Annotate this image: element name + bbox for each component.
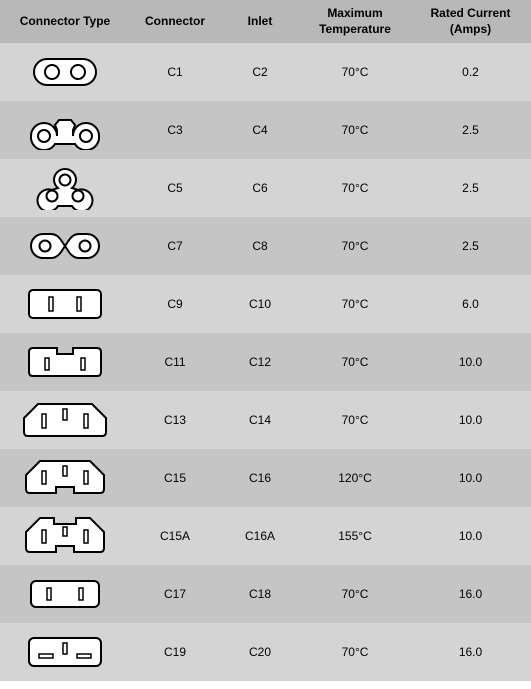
header-connector-type: Connector Type <box>0 0 130 43</box>
inlet-value: C10 <box>220 275 300 333</box>
table-row: C5C670°C2.5 <box>0 159 531 217</box>
inlet-value: C20 <box>220 623 300 681</box>
rated-current-value: 10.0 <box>410 391 531 449</box>
header-connector: Connector <box>130 0 220 43</box>
inlet-value: C6 <box>220 159 300 217</box>
max-temp-value: 70°C <box>300 623 410 681</box>
rated-current-value: 10.0 <box>410 507 531 565</box>
table-row: C1C270°C0.2 <box>0 43 531 101</box>
max-temp-value: 120°C <box>300 449 410 507</box>
connector-value: C19 <box>130 623 220 681</box>
table-row: C13C1470°C10.0 <box>0 391 531 449</box>
inlet-value: C14 <box>220 391 300 449</box>
max-temp-value: 70°C <box>300 565 410 623</box>
rated-current-value: 2.5 <box>410 159 531 217</box>
connector-c7-icon <box>0 217 130 275</box>
max-temp-value: 70°C <box>300 275 410 333</box>
table-row: C11C1270°C10.0 <box>0 333 531 391</box>
connector-value: C13 <box>130 391 220 449</box>
connector-c15a-icon <box>0 507 130 565</box>
connector-c19-icon <box>0 623 130 681</box>
connector-value: C11 <box>130 333 220 391</box>
connector-value: C17 <box>130 565 220 623</box>
connector-value: C5 <box>130 159 220 217</box>
rated-current-value: 10.0 <box>410 333 531 391</box>
table-row: C19C2070°C16.0 <box>0 623 531 681</box>
header-max-temp: MaximumTemperature <box>300 0 410 43</box>
table-row: C9C1070°C6.0 <box>0 275 531 333</box>
connector-value: C9 <box>130 275 220 333</box>
inlet-value: C8 <box>220 217 300 275</box>
inlet-value: C16A <box>220 507 300 565</box>
connector-c1-icon <box>0 43 130 101</box>
rated-current-value: 16.0 <box>410 565 531 623</box>
inlet-value: C12 <box>220 333 300 391</box>
rated-current-value: 6.0 <box>410 275 531 333</box>
rated-current-value: 0.2 <box>410 43 531 101</box>
connector-c15-icon <box>0 449 130 507</box>
inlet-value: C2 <box>220 43 300 101</box>
rated-current-value: 2.5 <box>410 101 531 159</box>
inlet-value: C16 <box>220 449 300 507</box>
max-temp-value: 155°C <box>300 507 410 565</box>
connector-c3-icon <box>0 101 130 159</box>
connector-c17-icon <box>0 565 130 623</box>
table-row: C15C16120°C10.0 <box>0 449 531 507</box>
table-row: C17C1870°C16.0 <box>0 565 531 623</box>
max-temp-value: 70°C <box>300 391 410 449</box>
table-row: C15AC16A155°C10.0 <box>0 507 531 565</box>
connector-c11-icon <box>0 333 130 391</box>
connector-c5-icon <box>0 159 130 217</box>
rated-current-value: 10.0 <box>410 449 531 507</box>
max-temp-value: 70°C <box>300 43 410 101</box>
connector-value: C1 <box>130 43 220 101</box>
header-row: Connector Type Connector Inlet MaximumTe… <box>0 0 531 43</box>
connector-table: Connector Type Connector Inlet MaximumTe… <box>0 0 531 681</box>
inlet-value: C4 <box>220 101 300 159</box>
max-temp-value: 70°C <box>300 159 410 217</box>
table-row: C3C470°C2.5 <box>0 101 531 159</box>
header-rated-current: Rated Current(Amps) <box>410 0 531 43</box>
max-temp-value: 70°C <box>300 101 410 159</box>
rated-current-value: 16.0 <box>410 623 531 681</box>
max-temp-value: 70°C <box>300 217 410 275</box>
connector-value: C7 <box>130 217 220 275</box>
max-temp-value: 70°C <box>300 333 410 391</box>
table-row: C7C870°C2.5 <box>0 217 531 275</box>
connector-value: C15 <box>130 449 220 507</box>
inlet-value: C18 <box>220 565 300 623</box>
connector-value: C15A <box>130 507 220 565</box>
connector-value: C3 <box>130 101 220 159</box>
connector-c9-icon <box>0 275 130 333</box>
connector-c13-icon <box>0 391 130 449</box>
header-inlet: Inlet <box>220 0 300 43</box>
rated-current-value: 2.5 <box>410 217 531 275</box>
